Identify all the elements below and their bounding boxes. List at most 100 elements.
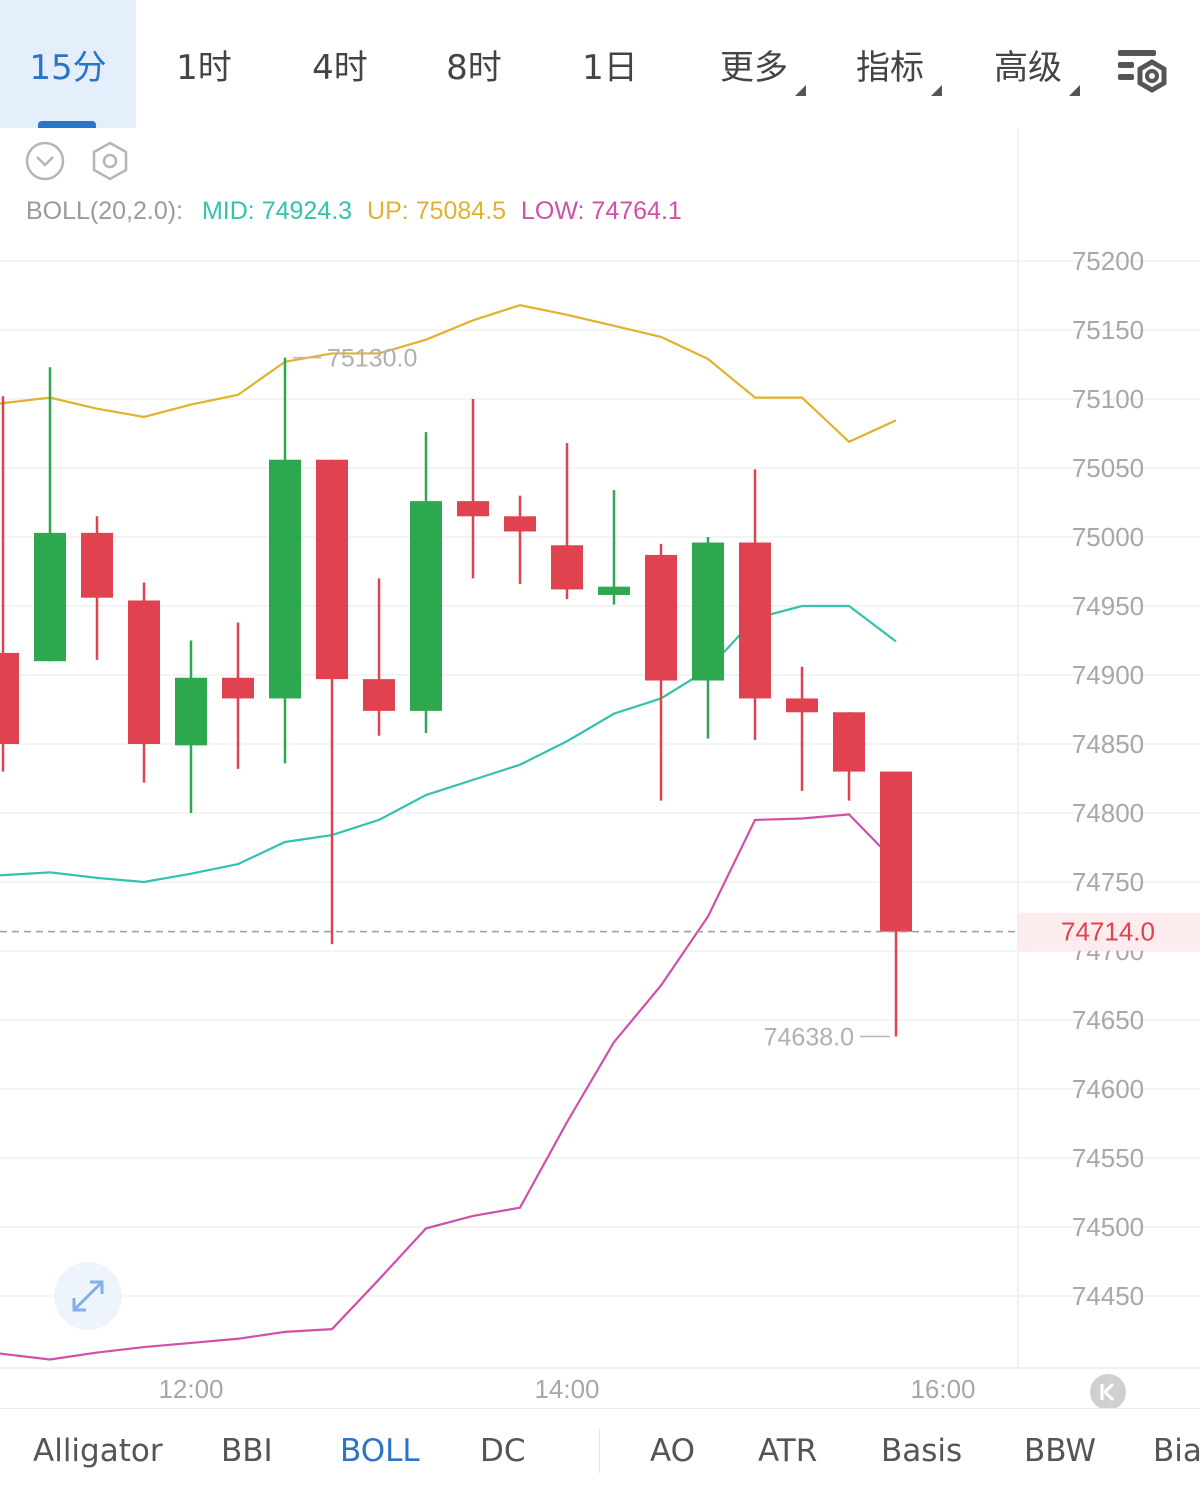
tab-more-dropdown[interactable]: 更多 xyxy=(700,0,808,128)
chart-settings-icon xyxy=(1118,50,1167,93)
tab-label: 4时 xyxy=(312,47,368,88)
indicator-divider xyxy=(599,1429,600,1473)
candle xyxy=(363,578,395,736)
y-tick-label: 74900 xyxy=(1072,660,1144,690)
active-tab-indicator xyxy=(38,121,96,128)
indicator-label: Bias xyxy=(1153,1433,1200,1469)
candle-body xyxy=(222,677,254,699)
indicator-label: Alligator xyxy=(33,1433,163,1469)
x-tick-label: 12:00 xyxy=(158,1374,223,1404)
tab-8h[interactable]: 8时 xyxy=(420,0,528,128)
tab-label: 更多 xyxy=(720,47,788,88)
candle xyxy=(81,516,113,660)
boll-legend: BOLL(20,2.0): MID: 74924.3 UP: 75084.5 L… xyxy=(26,197,682,225)
collapse-button[interactable] xyxy=(25,141,65,181)
y-tick-label: 74650 xyxy=(1072,1005,1144,1035)
chart-settings-button[interactable] xyxy=(1110,46,1174,102)
y-tick-label: 75150 xyxy=(1072,315,1144,345)
mid-label: MID: xyxy=(202,197,255,225)
candle xyxy=(269,357,301,764)
candle-body xyxy=(692,542,724,681)
indicator-tab-bbi[interactable]: BBI xyxy=(221,1409,273,1481)
low-label: LOW: xyxy=(521,197,584,225)
indicator-tab-alligator[interactable]: Alligator xyxy=(33,1409,163,1481)
candle xyxy=(222,622,254,769)
tab-1h[interactable]: 1时 xyxy=(150,0,258,128)
indicator-tab-dc[interactable]: DC xyxy=(480,1409,526,1481)
candle-body xyxy=(410,501,442,711)
indicator-tab-bias[interactable]: Bias xyxy=(1153,1409,1200,1481)
indicator-tab-bbw[interactable]: BBW xyxy=(1024,1409,1096,1481)
last-price-label: 74714.0 xyxy=(1061,917,1155,947)
indicator-tab-basis[interactable]: Basis xyxy=(881,1409,962,1481)
dropdown-corner-icon xyxy=(795,85,806,96)
tab-label: 指标 xyxy=(856,47,924,88)
tab-1d[interactable]: 1日 xyxy=(556,0,664,128)
tab-label: 8时 xyxy=(446,47,502,88)
candle-body xyxy=(598,586,630,595)
tab-15min[interactable]: 15分 xyxy=(0,0,136,128)
high-price-marker: 75130.0 xyxy=(327,345,417,373)
tab-4h[interactable]: 4时 xyxy=(286,0,394,128)
candle-body xyxy=(363,679,395,711)
boll-upper-line xyxy=(0,304,897,444)
dropdown-corner-icon xyxy=(1069,85,1080,96)
y-tick-label: 75000 xyxy=(1072,522,1144,552)
x-tick-label: 16:00 xyxy=(910,1374,975,1404)
indicator-tab-atr[interactable]: ATR xyxy=(758,1409,817,1481)
scroll-to-latest-button[interactable] xyxy=(1090,1374,1126,1408)
indicator-label: ATR xyxy=(758,1433,818,1469)
candle xyxy=(504,495,536,584)
candle-body xyxy=(645,554,677,681)
low-price-marker: 74638.0 xyxy=(764,1024,854,1052)
x-tick-label: 14:00 xyxy=(534,1374,599,1404)
candle xyxy=(316,459,348,945)
y-tick-label: 74550 xyxy=(1072,1143,1144,1173)
indicator-settings-button[interactable] xyxy=(92,141,128,181)
chevron-down-icon xyxy=(36,156,54,167)
last-price-badge xyxy=(1018,912,1200,951)
expand-icon xyxy=(72,1280,104,1312)
expand-chart-button[interactable] xyxy=(54,1262,122,1330)
timeframe-toolbar: 15分 1时 4时 8时 1日 更多 指标 高级 xyxy=(0,0,1200,128)
indicator-label: AO xyxy=(650,1433,696,1469)
candle xyxy=(128,582,160,783)
candle xyxy=(551,443,583,600)
y-tick-label: 75200 xyxy=(1072,246,1144,276)
y-tick-label: 74850 xyxy=(1072,729,1144,759)
candlestick-chart[interactable]: 75200 75150 75100 75050 75000 74950 74900 74850… xyxy=(0,128,1200,1408)
candle xyxy=(175,640,207,813)
candle xyxy=(739,469,771,740)
candle xyxy=(34,367,66,662)
candle xyxy=(645,543,677,801)
y-tick-label: 74950 xyxy=(1072,591,1144,621)
y-tick-label: 75050 xyxy=(1072,453,1144,483)
settings-dot xyxy=(102,153,118,169)
dropdown-corner-icon xyxy=(931,85,942,96)
scroll-to-latest-icon xyxy=(1100,1382,1115,1402)
candle-body xyxy=(128,600,160,744)
y-tick-label: 74500 xyxy=(1072,1212,1144,1242)
tab-label: 高级 xyxy=(994,47,1062,88)
tab-label: 15分 xyxy=(29,47,107,88)
y-tick-label: 74450 xyxy=(1072,1281,1144,1311)
tab-indicators-dropdown[interactable]: 指标 xyxy=(836,0,944,128)
candle-body xyxy=(34,532,66,662)
indicator-tab-boll[interactable]: BOLL xyxy=(340,1409,420,1481)
candle xyxy=(410,432,442,733)
candle xyxy=(692,537,724,739)
y-tick-label: 75100 xyxy=(1072,384,1144,414)
indicator-label: DC xyxy=(480,1433,526,1469)
indicator-label: BBI xyxy=(221,1433,273,1469)
indicator-label: BBW xyxy=(1024,1433,1097,1469)
tab-advanced-dropdown[interactable]: 高级 xyxy=(974,0,1082,128)
candle xyxy=(0,396,19,772)
indicator-label: Basis xyxy=(881,1433,963,1469)
candle-body xyxy=(504,516,536,532)
candle-body xyxy=(175,677,207,746)
indicator-tab-ao[interactable]: AO xyxy=(650,1409,695,1481)
candle-body xyxy=(316,459,348,680)
y-tick-label: 74800 xyxy=(1072,798,1144,828)
tab-label: 1日 xyxy=(582,47,638,88)
up-value: 75084.5 xyxy=(416,197,506,225)
